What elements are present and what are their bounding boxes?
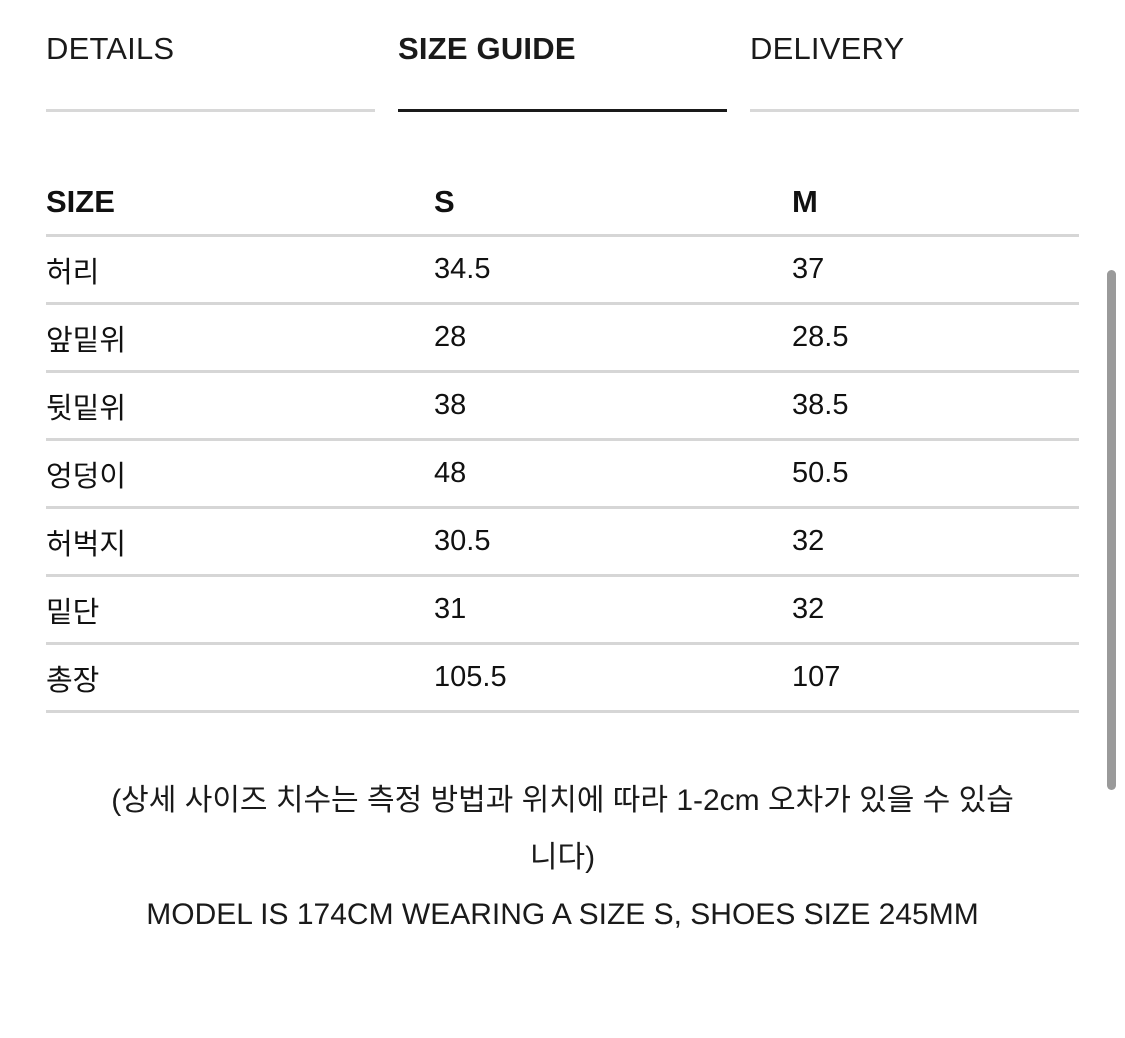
size-s-value: 30.5 xyxy=(434,507,792,577)
size-m-value: 107 xyxy=(792,643,1079,713)
tab-label: DELIVERY xyxy=(750,31,905,66)
table-row: 앞밑위 28 28.5 xyxy=(46,303,1079,373)
row-label: 밑단 xyxy=(46,575,434,645)
size-note: (상세 사이즈 치수는 측정 방법과 위치에 따라 1-2cm 오차가 있을 수… xyxy=(46,772,1079,943)
row-label: 총장 xyxy=(46,643,434,713)
size-m-value: 32 xyxy=(792,507,1079,577)
size-m-value: 37 xyxy=(792,235,1079,305)
tab-delivery[interactable]: DELIVERY xyxy=(750,0,1079,112)
table-row: 밑단 31 32 xyxy=(46,575,1079,645)
table-row: 허벅지 30.5 32 xyxy=(46,507,1079,577)
size-m-value: 32 xyxy=(792,575,1079,645)
tab-underline xyxy=(46,109,375,112)
table-row: 허리 34.5 37 xyxy=(46,235,1079,305)
disclaimer-text: (상세 사이즈 치수는 측정 방법과 위치에 따라 1-2cm 오차가 있을 수… xyxy=(111,784,1014,874)
size-s-value: 34.5 xyxy=(434,235,792,305)
row-label: 엉덩이 xyxy=(46,439,434,509)
table-row: 총장 105.5 107 xyxy=(46,643,1079,713)
size-s-value: 31 xyxy=(434,575,792,645)
size-s-value: 38 xyxy=(434,371,792,441)
row-label: 앞밑위 xyxy=(46,303,434,373)
row-label: 뒷밑위 xyxy=(46,371,434,441)
tab-details[interactable]: DETAILS xyxy=(46,0,375,112)
tab-bar: DETAILS SIZE GUIDE DELIVERY xyxy=(46,0,1079,112)
tab-label: SIZE GUIDE xyxy=(398,31,576,66)
table-row: 뒷밑위 38 38.5 xyxy=(46,371,1079,441)
tab-size-guide[interactable]: SIZE GUIDE xyxy=(398,0,727,112)
tab-underline xyxy=(750,109,1079,112)
size-s-value: 48 xyxy=(434,439,792,509)
size-m-value: 28.5 xyxy=(792,303,1079,373)
tab-label: DETAILS xyxy=(46,31,175,66)
header-size: SIZE xyxy=(46,170,434,237)
size-s-value: 105.5 xyxy=(434,643,792,713)
header-s: S xyxy=(434,170,792,237)
scrollbar[interactable] xyxy=(1107,270,1116,790)
header-m: M xyxy=(792,170,1079,237)
size-table: SIZE S M 허리 34.5 37 앞밑위 28 28.5 뒷밑위 38 38.5 엉덩이 48… xyxy=(46,170,1079,713)
table-header-row: SIZE S M xyxy=(46,170,1079,237)
table-row: 엉덩이 48 50.5 xyxy=(46,439,1079,509)
tab-underline-active xyxy=(398,109,727,112)
row-label: 허리 xyxy=(46,235,434,305)
row-label: 허벅지 xyxy=(46,507,434,577)
size-m-value: 50.5 xyxy=(792,439,1079,509)
size-m-value: 38.5 xyxy=(792,371,1079,441)
model-info-text: MODEL IS 174CM WEARING A SIZE S, SHOES S… xyxy=(146,898,979,931)
size-s-value: 28 xyxy=(434,303,792,373)
